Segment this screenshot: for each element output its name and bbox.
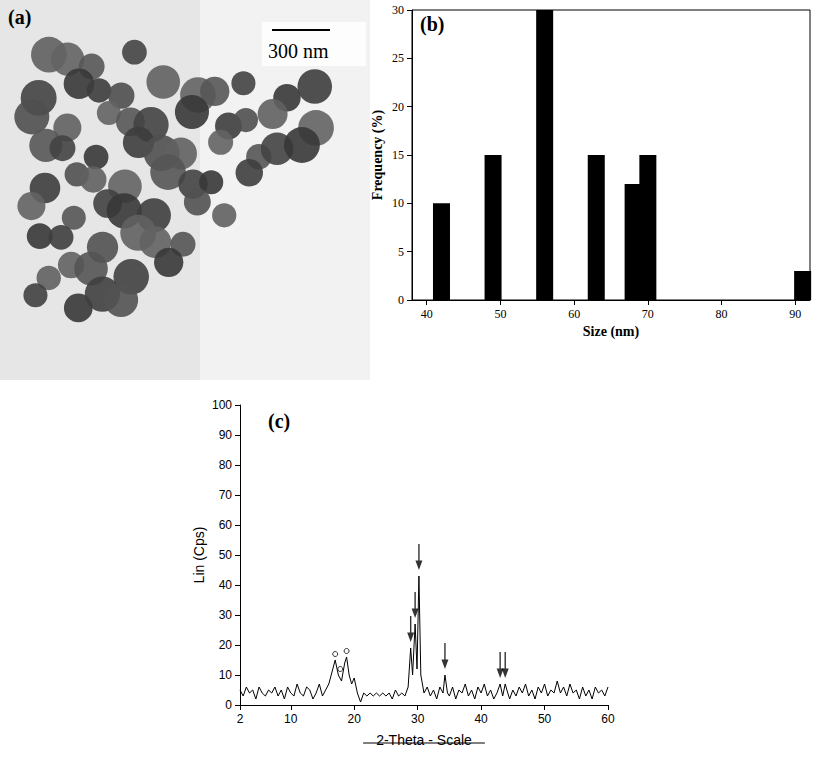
svg-text:50: 50 xyxy=(538,712,552,726)
svg-text:100: 100 xyxy=(212,398,232,412)
svg-text:25: 25 xyxy=(392,51,404,65)
svg-text:0: 0 xyxy=(225,698,232,712)
svg-text:20: 20 xyxy=(348,712,362,726)
svg-text:50: 50 xyxy=(219,548,233,562)
svg-text:Lin (Cps): Lin (Cps) xyxy=(191,527,207,584)
svg-text:40: 40 xyxy=(219,578,233,592)
svg-text:0: 0 xyxy=(398,293,404,307)
svg-text:(c): (c) xyxy=(268,410,290,433)
svg-text:60: 60 xyxy=(219,518,233,532)
svg-text:60: 60 xyxy=(568,307,580,321)
svg-text:20: 20 xyxy=(219,638,233,652)
svg-text:20: 20 xyxy=(392,100,404,114)
svg-text:Size (nm): Size (nm) xyxy=(583,324,640,340)
svg-text:Frequency (%): Frequency (%) xyxy=(370,109,386,200)
svg-text:30: 30 xyxy=(219,608,233,622)
svg-text:30: 30 xyxy=(411,712,425,726)
svg-text:40: 40 xyxy=(421,307,433,321)
svg-text:10: 10 xyxy=(219,668,233,682)
svg-text:70: 70 xyxy=(642,307,654,321)
svg-text:90: 90 xyxy=(789,307,801,321)
svg-text:15: 15 xyxy=(392,148,404,162)
svg-text:(a): (a) xyxy=(8,6,31,29)
svg-text:30: 30 xyxy=(392,3,404,17)
svg-text:10: 10 xyxy=(284,712,298,726)
svg-text:70: 70 xyxy=(219,488,233,502)
svg-text:300 nm: 300 nm xyxy=(268,40,329,62)
svg-text:2-Theta - Scale: 2-Theta - Scale xyxy=(376,732,472,748)
svg-text:50: 50 xyxy=(494,307,506,321)
svg-text:5: 5 xyxy=(398,245,404,259)
svg-text:90: 90 xyxy=(219,428,233,442)
svg-text:40: 40 xyxy=(474,712,488,726)
svg-text:(b): (b) xyxy=(420,13,444,36)
svg-text:10: 10 xyxy=(392,196,404,210)
svg-text:60: 60 xyxy=(601,712,615,726)
svg-text:80: 80 xyxy=(219,458,233,472)
svg-text:80: 80 xyxy=(716,307,728,321)
svg-text:2: 2 xyxy=(237,712,244,726)
